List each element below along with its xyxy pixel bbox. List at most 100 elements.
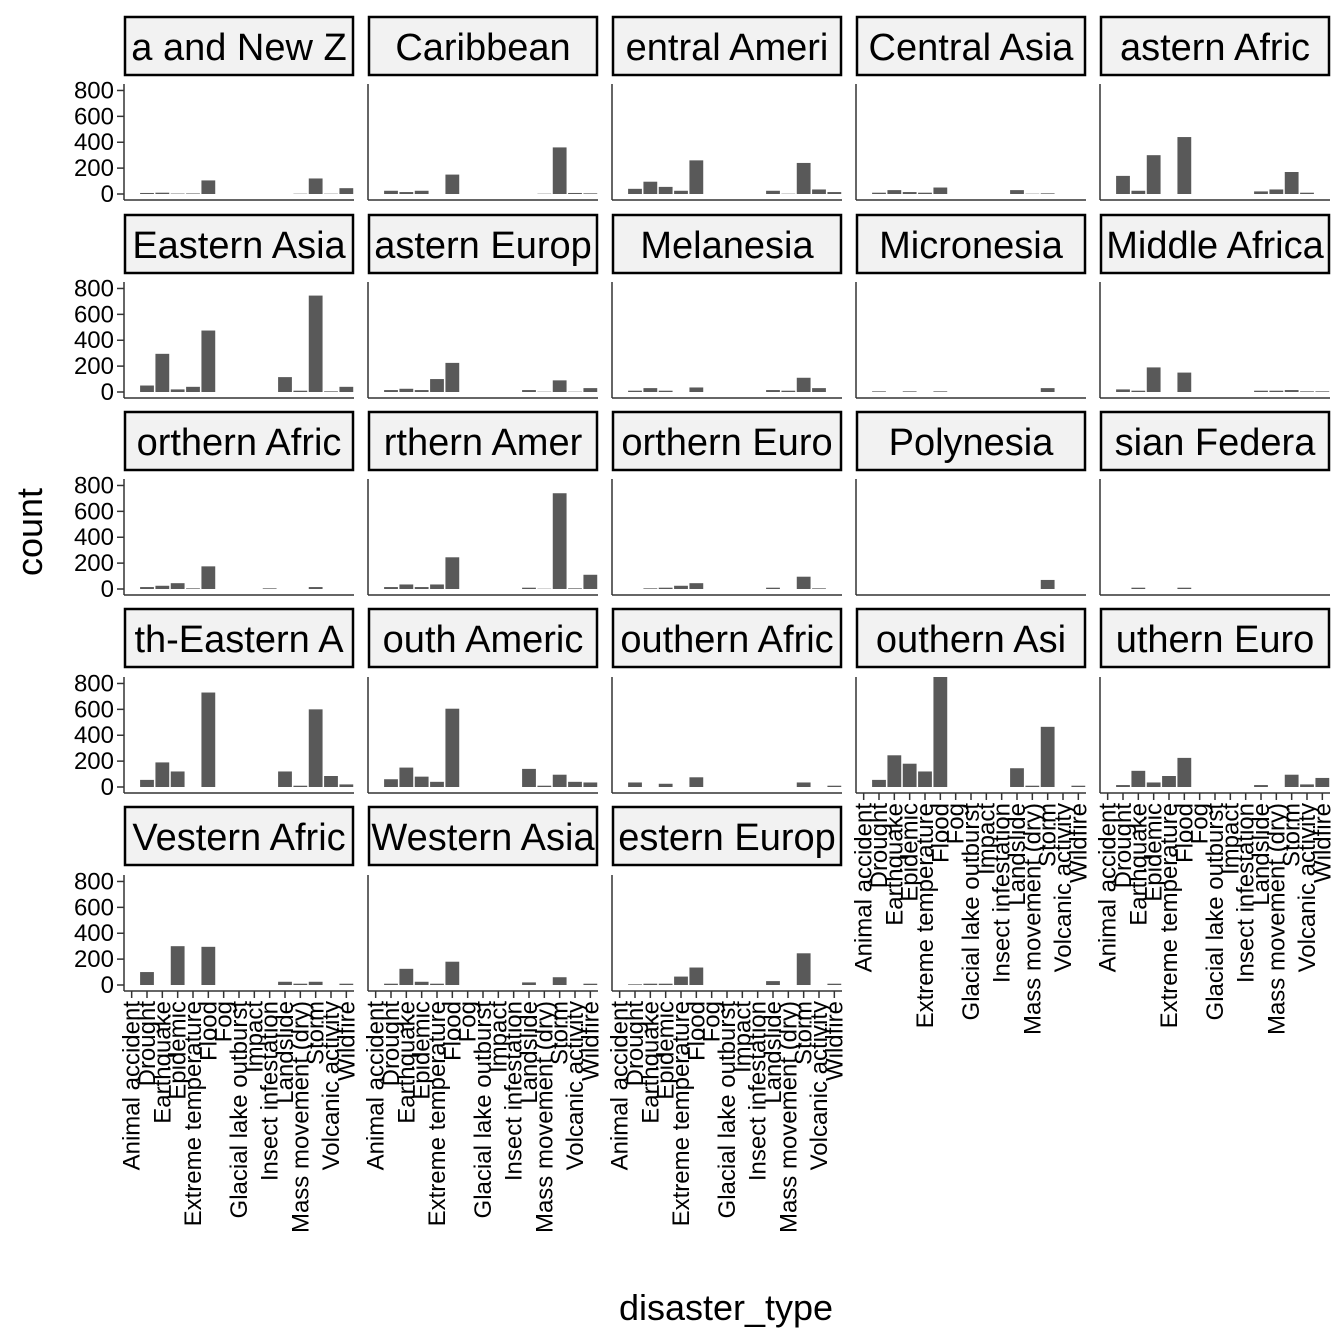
bar <box>140 587 154 589</box>
bar <box>1284 390 1299 392</box>
facet-strip-label: astern Afric <box>1120 27 1310 69</box>
facet-panel: entral Ameri <box>611 15 843 201</box>
x-tick-label: Drought <box>134 1001 161 1087</box>
bar <box>155 353 170 392</box>
y-tick-label: 0 <box>101 181 114 208</box>
bar <box>902 763 917 787</box>
facet-panel: uthern Euro Animal accidentDroughtEarthqu… <box>1095 607 1336 1035</box>
bar <box>445 708 460 787</box>
x-tick-label: Mass movement (dry) <box>775 1001 802 1233</box>
y-tick-label: 200 <box>74 946 114 973</box>
bar <box>583 193 598 194</box>
facet-strip <box>367 15 599 77</box>
bar <box>1131 190 1146 194</box>
x-tick-label: Extreme temperature <box>1156 803 1183 1028</box>
y-tick-label: 600 <box>74 696 114 723</box>
x-tick-label: Glacial lake outburst <box>714 1001 741 1219</box>
x-tick-label: Fog <box>699 1001 726 1042</box>
bar <box>918 192 932 194</box>
y-tick-label: 800 <box>74 77 114 104</box>
facet-strip-label: a and New Z <box>131 27 346 69</box>
bar <box>1146 367 1161 392</box>
bar <box>872 779 886 787</box>
bar <box>812 388 826 392</box>
facet-panel: outhern Afric <box>611 607 843 794</box>
x-tick-label: Fog <box>211 1001 238 1042</box>
facet-strip <box>855 213 1087 275</box>
x-tick-label: Drought <box>1110 803 1137 889</box>
bar <box>155 585 170 589</box>
x-tick-label: Insect infestation <box>745 1001 772 1181</box>
bar <box>628 390 642 392</box>
bar <box>1040 579 1055 589</box>
y-tick-label: 0 <box>101 972 114 999</box>
facet-strip <box>611 15 843 77</box>
facet-strip-label: Western Asia <box>371 817 595 859</box>
x-tick-label: Flood <box>927 803 954 863</box>
bar <box>293 983 308 985</box>
x-tick-label: Flood <box>683 1001 710 1061</box>
x-tick-label: Impact <box>485 1001 512 1073</box>
bar <box>201 330 216 392</box>
x-tick-label: Landslide <box>760 1001 787 1104</box>
facet-strip-label: uthern Euro <box>1116 619 1315 661</box>
x-tick-label: Epidemic <box>653 1001 680 1100</box>
bar <box>445 362 460 392</box>
bar <box>689 387 704 392</box>
x-tick-label: Storm <box>547 1001 574 1065</box>
x-tick-label: Impact <box>1217 803 1244 875</box>
bar <box>186 193 200 194</box>
bar <box>812 189 826 194</box>
bar <box>140 192 154 194</box>
bar <box>552 147 567 194</box>
bar <box>628 188 642 194</box>
bar <box>1116 785 1130 787</box>
bar <box>1300 192 1314 194</box>
facet-panel: rthern Amer <box>367 410 599 596</box>
bar <box>522 390 536 392</box>
bar <box>1116 389 1130 392</box>
x-tick-label: Volcanic activity <box>1050 803 1077 972</box>
facet-strip <box>611 213 843 275</box>
bar <box>339 188 354 194</box>
x-tick-label: Insect infestation <box>1233 803 1260 983</box>
facet-panel: sian Federa <box>1099 410 1331 596</box>
bar <box>766 587 780 589</box>
bar <box>674 585 688 589</box>
facet-strip-label: Melanesia <box>640 225 814 267</box>
bar <box>308 295 323 392</box>
x-tick-label: Flood <box>439 1001 466 1061</box>
bar <box>1040 388 1055 392</box>
bar <box>278 771 292 787</box>
facet-strip-label: Vestern Afric <box>132 817 345 859</box>
bar <box>658 783 673 787</box>
bar <box>430 379 444 392</box>
facet-strip-label: orthern Afric <box>137 422 342 464</box>
bar <box>1146 782 1161 787</box>
bar <box>399 584 414 589</box>
y-axis-label: count <box>9 488 50 576</box>
bar <box>568 781 582 787</box>
bar <box>689 777 704 787</box>
facet-strip <box>123 607 355 669</box>
x-tick-label: Volcanic activity <box>562 1001 589 1170</box>
x-tick-label: Drought <box>866 803 893 889</box>
bar <box>1300 391 1314 392</box>
x-tick-label: Animal accident <box>607 1001 634 1171</box>
bar <box>933 677 948 787</box>
x-tick-label: Impact <box>973 803 1000 875</box>
bar <box>399 767 414 787</box>
x-tick-label: Fog <box>455 1001 482 1042</box>
facet-panel: orthern Euro <box>611 410 843 596</box>
bar <box>140 779 154 787</box>
y-tick-label: 600 <box>74 301 114 328</box>
facet-strip <box>855 607 1087 669</box>
facet-strip <box>123 410 355 472</box>
bar <box>445 961 460 985</box>
bar <box>1010 190 1024 194</box>
y-tick-label: 200 <box>74 353 114 380</box>
x-tick-label: Drought <box>622 1001 649 1087</box>
